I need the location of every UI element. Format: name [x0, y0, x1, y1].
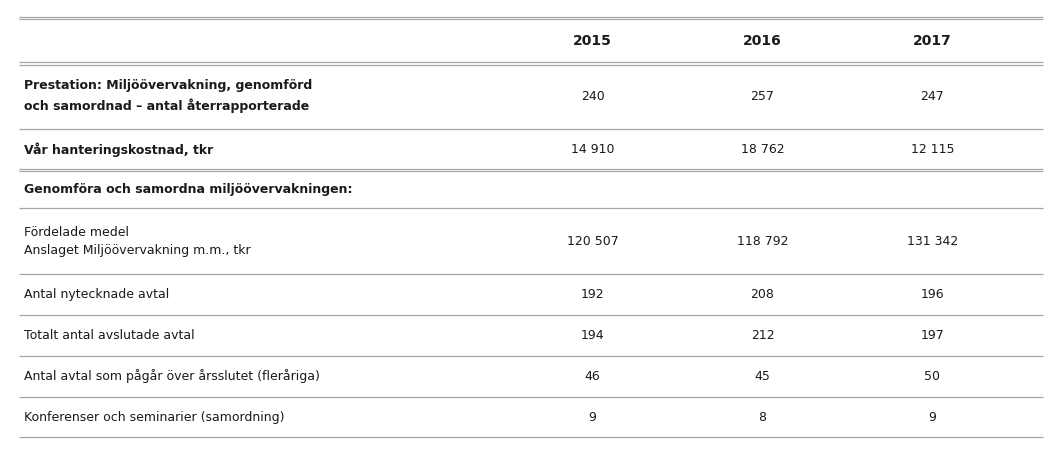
Text: Konferenser och seminarier (samordning): Konferenser och seminarier (samordning) — [24, 410, 285, 423]
Text: 46: 46 — [585, 370, 600, 383]
Text: 194: 194 — [581, 329, 604, 342]
Text: 240: 240 — [581, 90, 604, 103]
Text: 247: 247 — [921, 90, 944, 103]
Text: 196: 196 — [921, 288, 944, 301]
Text: 131 342: 131 342 — [907, 235, 958, 248]
Text: 2017: 2017 — [913, 34, 952, 48]
Text: 192: 192 — [581, 288, 604, 301]
Text: 14 910: 14 910 — [571, 143, 614, 156]
Text: Genomföra och samordna miljöövervakningen:: Genomföra och samordna miljöövervakninge… — [24, 183, 353, 196]
Text: 45: 45 — [755, 370, 770, 383]
Text: Prestation: Miljöövervakning, genomförd
och samordnad – antal återrapporterade: Prestation: Miljöövervakning, genomförd … — [24, 79, 312, 113]
Text: 2016: 2016 — [743, 34, 782, 48]
Text: 9: 9 — [928, 410, 937, 423]
Text: Vår hanteringskostnad, tkr: Vår hanteringskostnad, tkr — [24, 142, 213, 157]
Text: 2015: 2015 — [573, 34, 612, 48]
Text: 118 792: 118 792 — [737, 235, 788, 248]
Text: 12 115: 12 115 — [911, 143, 954, 156]
Text: Totalt antal avslutade avtal: Totalt antal avslutade avtal — [24, 329, 195, 342]
Text: 120 507: 120 507 — [567, 235, 618, 248]
Text: Fördelade medel
Anslaget Miljöövervakning m.m., tkr: Fördelade medel Anslaget Miljöövervaknin… — [24, 226, 251, 257]
Text: 208: 208 — [751, 288, 774, 301]
Text: 18 762: 18 762 — [740, 143, 785, 156]
Text: 9: 9 — [588, 410, 597, 423]
Text: 212: 212 — [751, 329, 774, 342]
Text: Antal avtal som pågår över årsslutet (fleråriga): Antal avtal som pågår över årsslutet (fl… — [24, 369, 321, 383]
Text: 257: 257 — [751, 90, 774, 103]
Text: 197: 197 — [921, 329, 944, 342]
Text: 8: 8 — [758, 410, 767, 423]
Text: Antal nytecknade avtal: Antal nytecknade avtal — [24, 288, 170, 301]
Text: 50: 50 — [924, 370, 941, 383]
